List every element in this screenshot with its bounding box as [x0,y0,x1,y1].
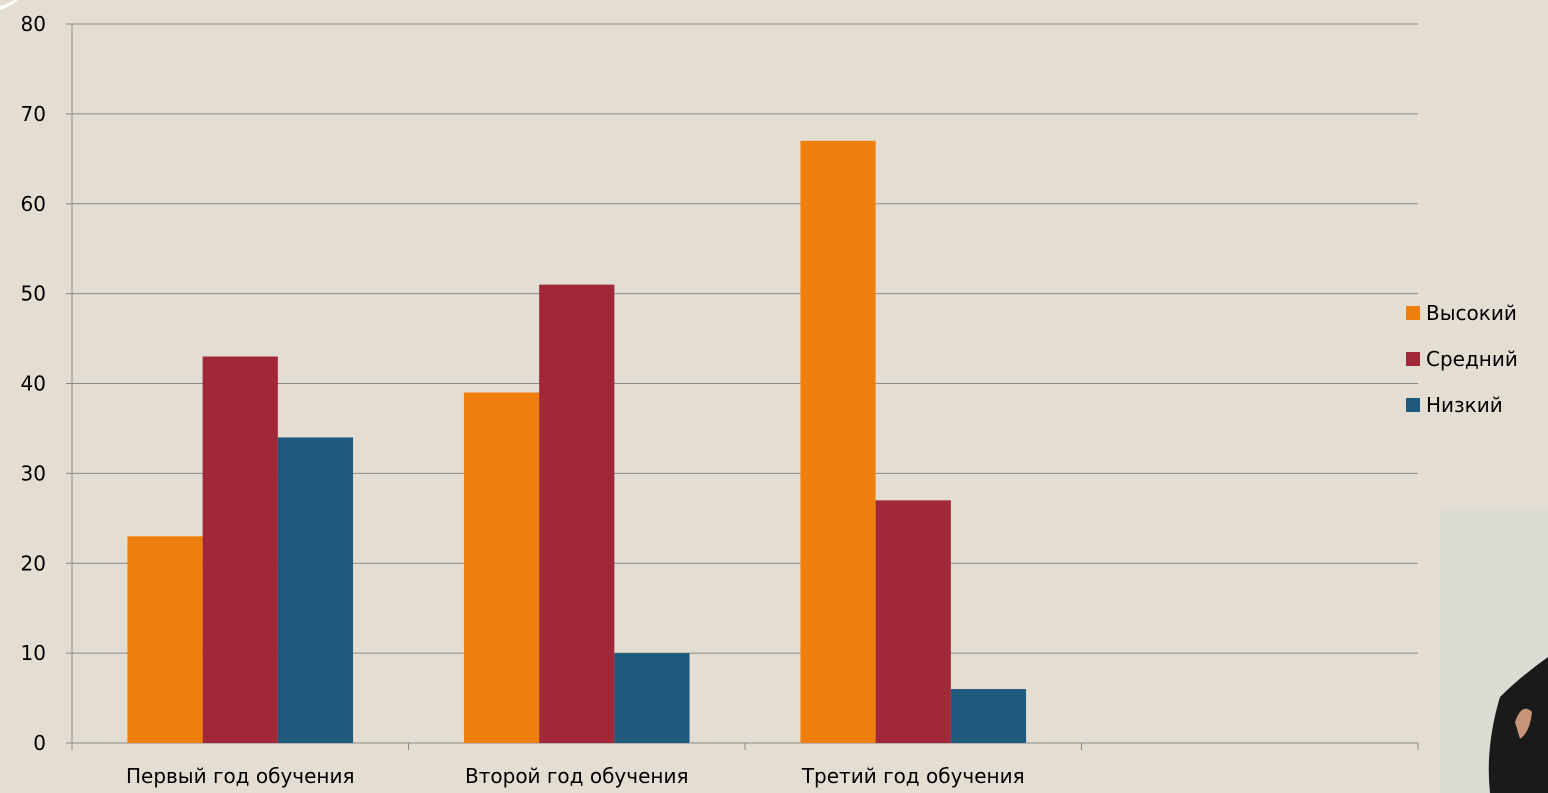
y-tick-label: 70 [21,102,46,126]
legend-swatch [1406,352,1420,366]
bar [463,392,540,743]
y-tick-label: 30 [21,461,46,485]
x-tick-label: Второй год обучения [465,764,688,788]
y-tick-label: 0 [33,731,46,755]
bar [127,536,203,743]
bar [875,500,951,743]
y-tick-label: 60 [21,192,46,216]
corner-decoration [0,0,18,10]
bar [277,437,354,743]
y-tick-label: 80 [21,12,46,36]
y-tick-label: 40 [21,372,46,396]
presenter-photo [1440,507,1548,793]
bar [614,653,690,743]
bar [202,356,278,743]
legend-swatch [1406,398,1420,412]
bar [950,689,1027,743]
legend-label: Средний [1426,347,1518,371]
legend-label: Низкий [1426,393,1503,417]
bar [539,284,615,743]
y-tick-label: 50 [21,282,46,306]
y-tick-label: 10 [21,641,46,665]
y-tick-label: 20 [21,551,46,575]
legend-label: Высокий [1426,301,1517,325]
legend-swatch [1406,306,1420,320]
x-tick-label: Первый год обучения [126,764,355,788]
bar [800,140,876,743]
x-tick-label: Третий год обучения [801,764,1025,788]
